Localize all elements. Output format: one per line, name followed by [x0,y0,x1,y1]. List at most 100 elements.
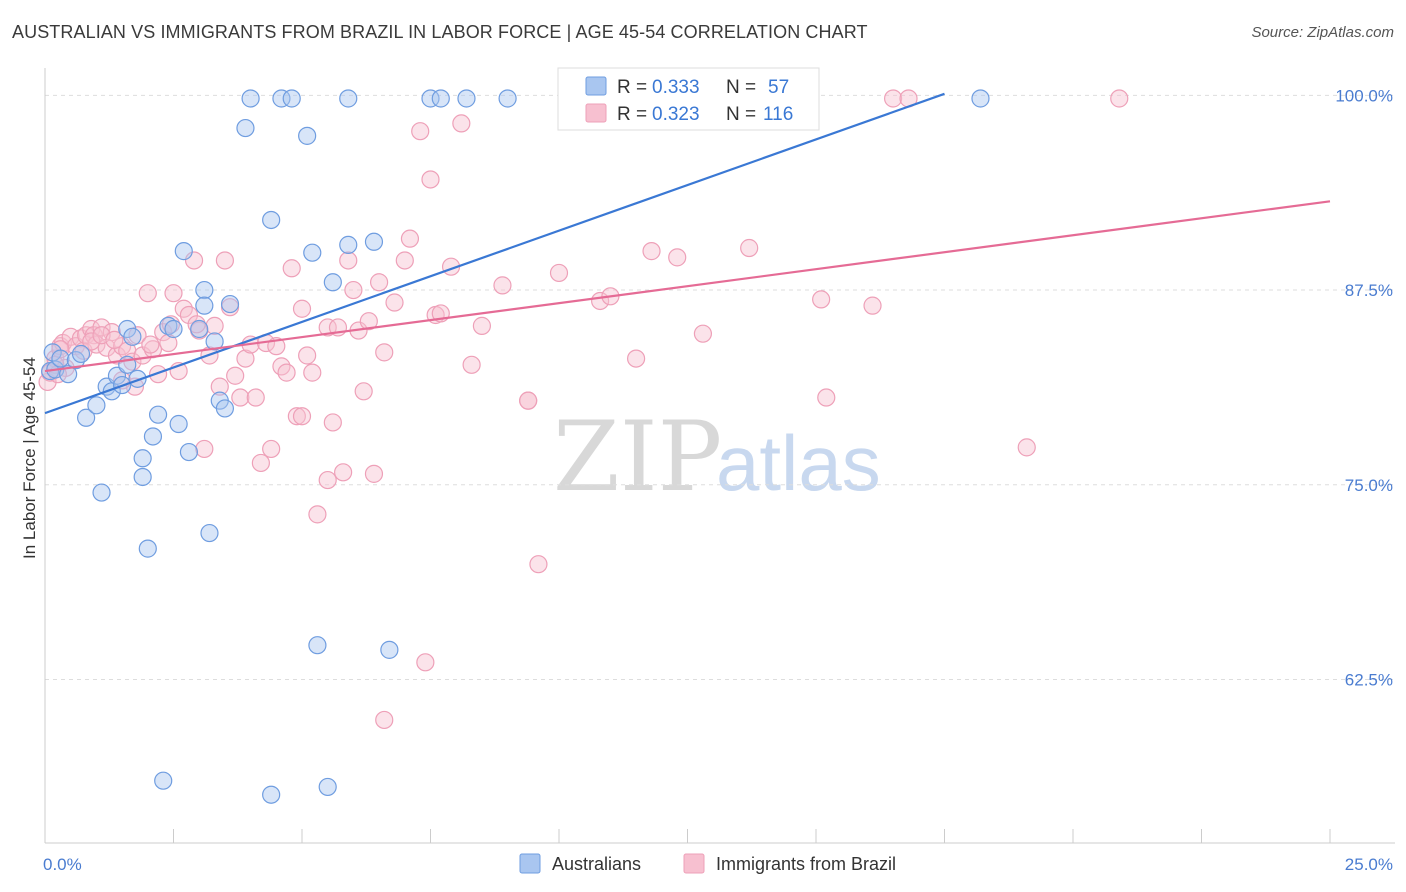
series-australians [41,89,990,804]
data-point-brazil [1017,438,1036,457]
data-point-australian [169,414,188,434]
watermark-zip: ZIP [553,401,722,513]
data-point-brazil [298,346,317,365]
data-point-brazil [87,335,106,354]
data-point-brazil [205,316,224,335]
legend-swatch-australians [585,76,607,96]
data-point-brazil [141,335,160,354]
data-point-brazil [359,312,378,331]
data-point-australian [148,405,168,424]
data-point-brazil [184,251,204,270]
data-point-australian [303,243,322,262]
data-point-australian [272,89,291,108]
data-point-brazil [354,382,373,401]
y-tick-label: 87.5% [1345,281,1393,300]
data-point-australian [92,483,111,502]
data-point-australian [77,408,96,427]
data-point-brazil [92,318,111,337]
y-tick-label: 62.5% [1345,670,1393,689]
data-point-brazil [385,293,404,312]
data-point-brazil [416,653,435,672]
data-point-brazil [262,439,281,459]
data-point-brazil [519,391,538,410]
data-point-brazil [642,242,661,261]
data-point-brazil [82,332,101,351]
data-point-brazil [251,453,270,473]
data-point-brazil [375,343,394,362]
legend: R = 0.333 N = 57 R = 0.323 N = 116 [557,67,820,131]
data-point-australian [51,349,70,368]
data-point-australian [200,523,219,543]
data-point-brazil [812,290,831,309]
data-point-brazil [210,377,229,396]
data-point-australian [174,242,193,261]
data-point-brazil [626,349,646,368]
data-point-australian [971,89,990,108]
data-point-brazil [164,284,183,303]
data-point-australian [71,344,91,364]
data-point-brazil [105,330,124,350]
data-point-brazil [303,363,322,382]
data-point-brazil [236,349,255,368]
data-point-brazil [400,229,420,248]
data-point-australian [380,640,399,659]
legend-n-value-2: 116 [763,104,793,125]
data-point-australian [133,467,152,487]
legend-r-value-2: 0.323 [652,104,700,125]
data-point-brazil [421,170,440,189]
data-point-brazil [375,710,394,730]
data-point-australian [179,442,199,462]
data-point-brazil [693,324,713,343]
watermark-atlas: atlas [716,419,881,507]
data-point-brazil [292,299,312,318]
data-point-brazil [883,89,903,108]
data-point-brazil [292,407,312,426]
legend-r-label-2: R = [617,104,647,125]
data-point-australian [215,399,234,418]
data-point-brazil [323,413,342,432]
data-point-australian [241,89,260,108]
data-point-australian [143,427,163,446]
data-point-australian [164,319,183,339]
gridlines [45,94,1395,680]
data-point-brazil [179,305,199,325]
legend-r-value-1: 0.333 [652,77,700,98]
data-point-australian [298,126,317,145]
trend-line-australians [44,92,945,415]
axes [44,68,1395,844]
data-point-brazil [1110,89,1129,108]
data-point-brazil [452,114,471,133]
data-point-australian [128,369,147,388]
bottom-legend-brazil: Immigrants from Brazil [716,854,896,874]
data-point-brazil [226,366,245,385]
data-point-australian [133,449,152,468]
tick-labels: 100.0% 87.5% 75.0% 62.5% 0.0% 25.0% [43,86,1393,874]
data-point-australian [339,89,358,108]
data-point-brazil [817,388,836,407]
data-point-brazil [549,263,569,283]
data-point-brazil [277,363,296,382]
data-point-australian [220,294,240,314]
data-point-australian [87,396,106,415]
data-point-australian [59,365,78,384]
y-tick-label: 100.0% [1335,86,1393,105]
data-point-brazil [364,464,384,483]
data-point-brazil [462,355,481,374]
data-point-brazil [395,251,414,270]
bottom-legend-swatch-australians [519,853,541,874]
data-point-brazil [334,463,353,482]
data-point-australian [190,319,209,339]
data-point-australian [282,89,301,108]
y-tick-label: 75.0% [1345,476,1393,495]
data-point-australian [138,539,157,558]
data-point-brazil [308,505,327,524]
data-point-australian [195,296,214,315]
data-point-brazil [282,259,301,278]
data-point-brazil [138,284,157,303]
data-point-australian [195,280,214,300]
data-point-brazil [339,251,358,270]
data-point-brazil [215,251,234,270]
data-point-australian [159,316,178,335]
data-point-australian [236,118,255,138]
